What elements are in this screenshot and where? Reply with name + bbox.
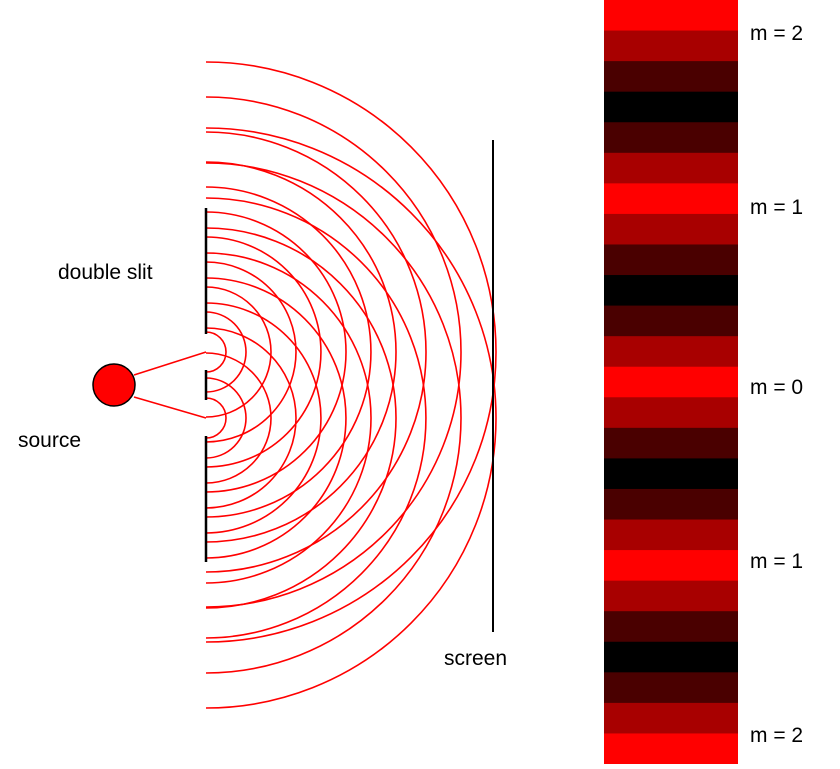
order-label-m1-top: m = 1 [750,196,804,219]
wavefront-slit2-2 [205,377,247,459]
fringe-band-25 [604,733,738,765]
interference-pattern [604,0,738,765]
ray-to-slit-2 [133,396,207,419]
fringe-band-6 [604,152,738,184]
order-label-m2-top: m = 2 [750,22,804,45]
wavefront-slit2-5 [205,302,322,534]
fringe-band-23 [604,672,738,704]
source-label: source [18,429,82,452]
wavefront-slit1-10 [205,96,462,608]
fringe-band-2 [604,30,738,62]
order-label-m0: m = 0 [750,376,804,399]
fringe-band-1 [604,0,738,32]
fringe-band-12 [604,336,738,368]
ray-to-slit-1 [133,351,207,376]
wavefronts [205,61,497,709]
wavefront-slit1-11 [205,61,497,643]
fringe-band-4 [604,91,738,123]
wavefront-slit2-11 [205,127,497,709]
wavefront-slit1-8 [205,161,397,543]
fringe-band-5 [604,122,738,154]
order-label-m1-bottom: m = 1 [750,550,804,573]
wavefront-slit2-1 [205,397,227,439]
fringe-band-24 [604,702,738,735]
wavefront-slit1-3 [205,286,272,418]
wavefront-slit2-4 [205,327,297,509]
fringe-band-11 [604,305,738,337]
fringe-band-9 [604,244,738,276]
wavefront-slit1-4 [205,261,297,443]
fringe-band-21 [604,611,738,643]
fringe-band-14 [604,397,738,429]
wavefront-slit1-1 [205,331,227,373]
wavefront-slit2-7 [205,252,372,584]
screen-label: screen [444,647,508,670]
fringe-band-17 [604,488,738,521]
wavefront-slit1-5 [205,236,322,468]
fringe-band-15 [604,427,738,459]
wavefront-slit2-10 [205,162,462,674]
wavefront-slit1-7 [205,186,372,518]
fringe-band-3 [604,61,738,93]
fringe-band-22 [604,641,738,673]
fringe-band-7 [604,183,738,215]
fringe-band-8 [604,213,738,246]
fringe-band-20 [604,580,738,612]
wavefront-slit1-6 [205,211,347,493]
fringe-band-16 [604,458,738,490]
wavefront-slit2-9 [205,197,427,639]
wavefront-slit2-3 [205,352,272,484]
fringe-band-18 [604,519,738,551]
fringe-band-10 [604,275,738,307]
wavefront-slit1-2 [205,311,247,393]
order-label-m2-bottom: m = 2 [750,724,804,747]
wavefront-slit2-8 [205,227,397,609]
fringe-band-19 [604,550,738,582]
source-circle [92,363,136,407]
light-source [92,351,207,419]
double-slit-label: double slit [58,261,153,284]
fringe-band-13 [604,366,738,398]
wavefront-slit2-6 [205,277,347,559]
